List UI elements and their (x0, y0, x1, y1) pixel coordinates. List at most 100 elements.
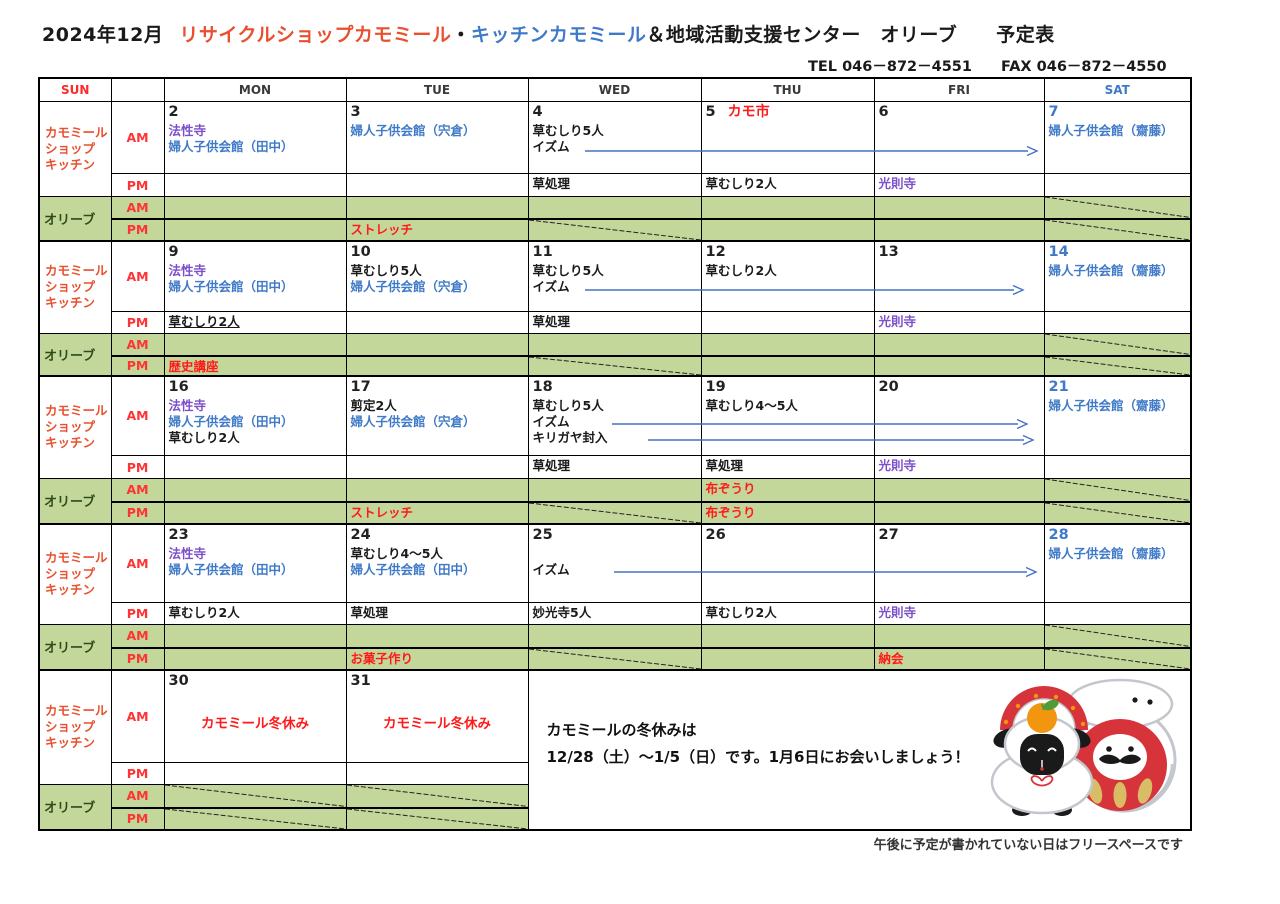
day-cell-am: 21 婦人子供会館（齋藤） (1043, 375, 1192, 456)
day-cell-am: 31 カモミール冬休み (345, 669, 529, 763)
pm-label: PM (110, 173, 165, 197)
cell-entries (165, 174, 346, 176)
schedule-entry: ストレッチ (350, 221, 414, 237)
date-number: 27 (878, 526, 899, 543)
contact-info: TEL 046－872－4551 FAX 046－872－4550 (808, 59, 1167, 75)
pm-label: PM (110, 311, 165, 334)
date-number: 7 (1048, 104, 1059, 120)
date-line: 5 カモ市 (702, 102, 874, 121)
day-cell-pm (1043, 311, 1192, 334)
date-line: 6 (875, 102, 1044, 121)
olive-cell-pm (1043, 501, 1192, 525)
page-title: 2024年12月 リサイクルショップカモミール・キッチンカモミール＆地域活動支援セ… (42, 20, 1055, 47)
schedule-entry: 法性寺 (168, 262, 207, 278)
cell-entries (1045, 357, 1191, 359)
date-line: 2 (165, 102, 346, 121)
olive-cell-pm: お菓子作り (345, 647, 529, 671)
cell-entries (702, 312, 874, 314)
day-cell-am: 2 法性寺 婦人子供会館（田中） (163, 101, 347, 174)
title-separator: ・ (451, 24, 471, 46)
schedule-entry: カモミール冬休み (201, 716, 309, 732)
schedule-entry: 婦人子供会館（齋藤） (1048, 123, 1174, 138)
pm-label: PM (110, 602, 165, 625)
cell-entries: 法性寺 婦人子供会館（田中） (165, 544, 346, 578)
header-thu: THU (700, 77, 875, 102)
date-event: カモ市 (727, 104, 770, 120)
header-tue: TUE (345, 77, 529, 102)
cell-entries (1045, 603, 1191, 605)
schedule-entry: 婦人子供会館（宍倉） (350, 123, 476, 138)
day-cell-pm: 草むしり2人 (163, 311, 347, 334)
olive-cell-pm (700, 355, 875, 377)
cell-entries (347, 174, 528, 176)
cell-entries (347, 456, 528, 458)
pm-label: PM (110, 807, 165, 831)
cell-entries (875, 121, 1044, 123)
olive-cell-am (700, 196, 875, 220)
olive-cell-pm: 布ぞうり (700, 501, 875, 525)
week3-row: PM 草処理 草処理 光則寺 (39, 455, 1192, 479)
cell-entries (347, 197, 528, 199)
schedule-entry: 布ぞうり (705, 481, 756, 496)
cell-entries (1045, 503, 1191, 505)
date-number: 14 (1048, 243, 1069, 260)
diagonal-strike (1044, 219, 1190, 240)
schedule-entry: 婦人子供会館（齋藤） (1048, 545, 1174, 561)
diagonal-strike (1044, 334, 1190, 355)
schedule-entry: 草むしり5人 (532, 397, 604, 413)
cell-entries (165, 334, 346, 336)
schedule-entry: 草むしり2人 (168, 314, 240, 329)
week2-row: PM 歴史講座 (39, 355, 1192, 377)
cell-entries (347, 625, 528, 627)
date-line: 17 (347, 377, 528, 396)
date-line: 13 (875, 242, 1044, 261)
cell-entries (875, 220, 1044, 222)
cell-entries: 歴史講座 (165, 357, 346, 375)
schedule-entry: 法性寺 (168, 123, 207, 138)
chamomile-label: カモミール ショップ キッチン (45, 703, 108, 751)
date-number: 28 (1048, 526, 1069, 543)
date-number: 9 (168, 243, 179, 260)
cell-entries (875, 334, 1044, 336)
week4-row: オリーブ AM (38, 624, 1192, 671)
day-cell-am: 16 法性寺 婦人子供会館（田中） 草むしり2人 (163, 375, 347, 456)
date-line: 11 (529, 242, 701, 261)
day-cell-am: 25 イズム (527, 523, 702, 603)
pm-label: PM (110, 762, 165, 785)
day-cell-pm (1043, 602, 1192, 625)
cell-entries: ストレッチ (347, 220, 528, 238)
olive-cell-pm: 歴史講座 (163, 355, 347, 377)
cell-entries (347, 809, 528, 811)
group-label-olive: オリーブ (38, 196, 112, 242)
cell-entries (347, 785, 528, 787)
schedule-entry: 草むしり2人 (168, 429, 240, 445)
date-line: 19 (702, 377, 874, 396)
cell-entries (165, 479, 346, 481)
diagonal-strike (164, 785, 346, 807)
olive-cell-pm (873, 355, 1045, 377)
date-number: 24 (350, 526, 371, 543)
day-cell-pm (345, 173, 529, 197)
group-label-olive: オリーブ (38, 333, 112, 377)
diagonal-strike (1044, 479, 1190, 501)
cell-entries: 草処理 (529, 456, 701, 474)
date-number: 26 (705, 526, 726, 543)
group-label-chamomile: カモミール ショップ キッチン (38, 240, 112, 334)
date-number: 12 (705, 243, 726, 260)
cell-entries (529, 479, 701, 481)
day-cell-am: 5 カモ市 (700, 101, 875, 174)
schedule-entry: キリガヤ封入 (532, 429, 608, 445)
date-line: 31 (347, 671, 528, 690)
day-cell-am: 3 婦人子供会館（宍倉） (345, 101, 529, 174)
cell-entries: 草むしり5人 イズム キリガヤ封入 (529, 396, 701, 446)
olive-cell-pm (873, 218, 1045, 242)
day-cell-am: 6 (873, 101, 1045, 174)
cell-entries (875, 396, 1044, 398)
date-line: 12 (702, 242, 874, 261)
day-cell-pm (163, 762, 347, 785)
schedule-entry: 草むしり5人 (350, 262, 422, 278)
cell-entries (702, 649, 874, 651)
cell-entries (875, 261, 1044, 263)
date-line: 27 (875, 525, 1044, 544)
cell-entries: 草むしり2人 (702, 261, 874, 279)
